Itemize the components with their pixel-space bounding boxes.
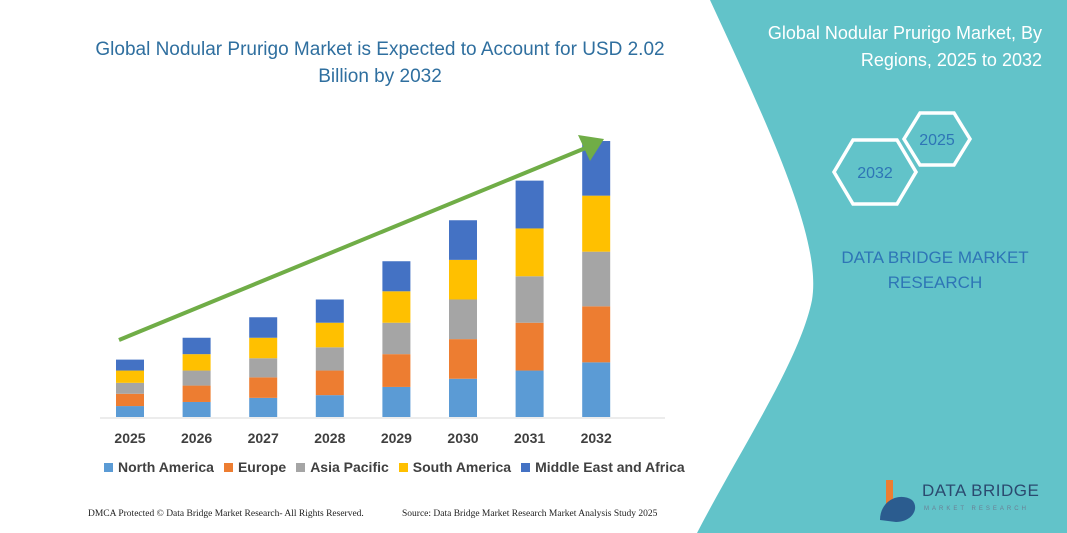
legend-item: Europe (223, 459, 287, 475)
bar-segment-2028-middle-east-and-africa (315, 299, 344, 323)
bar-segment-2032-asia-pacific (582, 251, 611, 307)
bar-segment-2031-north-america (515, 370, 544, 417)
bar-segment-2028-asia-pacific (315, 347, 344, 371)
bar-segment-2029-south-america (382, 291, 411, 323)
legend-item: South America (398, 459, 512, 475)
trend-arrow-head (578, 135, 604, 161)
bar-segment-2027-north-america (249, 397, 278, 417)
hex-start-label: 2025 (919, 132, 955, 149)
x-tick-label: 2028 (314, 430, 345, 446)
legend-swatch (521, 462, 531, 472)
legend-swatch (104, 462, 113, 472)
hex-end-label: 2032 (857, 165, 893, 182)
bar-segment-2027-south-america (249, 337, 278, 359)
bar-segment-2025-middle-east-and-africa (116, 359, 144, 371)
bar-segment-2031-middle-east-and-africa (515, 180, 544, 229)
bar-segment-2028-north-america (315, 395, 344, 417)
x-tick-label: 2026 (181, 430, 212, 446)
bar-segment-2025-south-america (116, 370, 144, 383)
bar-segment-2030-north-america (449, 378, 477, 417)
chart-title: Global Nodular Prurigo Market is Expecte… (95, 39, 665, 87)
legend-label: Asia Pacific (310, 459, 389, 475)
x-tick-label: 2032 (581, 430, 612, 446)
side-panel-title: Global Nodular Prurigo Market, By Region… (767, 23, 1042, 70)
brand-name: DATA BRIDGE MARKET RESEARCH (841, 248, 1029, 292)
bar-segment-2027-middle-east-and-africa (249, 317, 278, 338)
legend-swatch (398, 462, 408, 472)
hexagon-2032 (831, 138, 919, 206)
bar-segment-2030-europe (449, 339, 477, 379)
bar-segment-2028-europe (315, 370, 344, 396)
bar-segment-2028-south-america (315, 322, 344, 348)
bar-segment-2030-asia-pacific (449, 299, 477, 340)
legend: North America Europe Asia Pacific South … (104, 459, 685, 475)
logo-subtext: MARKET RESEARCH (924, 506, 1029, 512)
source-text: Source: Data Bridge Market Research Mark… (402, 509, 658, 519)
stacked-bar-chart: 2025 2026 2027 2028 2029 2030 2031 2032 (114, 141, 612, 446)
legend-label: Europe (237, 459, 287, 475)
bar-segment-2032-south-america (582, 195, 611, 252)
bar-segment-2030-middle-east-and-africa (449, 220, 477, 260)
x-tick-label: 2030 (447, 430, 478, 446)
legend-swatch (296, 462, 306, 472)
x-tick-label: 2031 (514, 430, 545, 446)
bar-segment-2027-europe (249, 377, 278, 398)
legend-swatch (223, 462, 233, 472)
x-tick-label: 2025 (114, 430, 145, 446)
trend-arrow (118, 145, 589, 342)
x-tick-label: 2027 (248, 430, 279, 446)
bar-segment-2026-europe (182, 385, 211, 402)
legend-label: North America (118, 459, 214, 475)
bar-segment-2031-europe (515, 322, 544, 371)
bar-segment-2029-asia-pacific (382, 322, 411, 355)
bar-segment-2032-north-america (582, 362, 611, 417)
bar-segment-2029-middle-east-and-africa (382, 261, 411, 292)
side-panel-shape (697, 0, 1067, 533)
bar-segment-2027-asia-pacific (249, 358, 278, 378)
copyright-text: DMCA Protected © Data Bridge Market Rese… (88, 509, 364, 519)
bar-segment-2025-asia-pacific (116, 382, 144, 394)
legend-item: Asia Pacific (296, 459, 389, 475)
bar-segment-2026-north-america (182, 401, 211, 417)
bar-segment-2030-south-america (449, 259, 477, 300)
bar-segment-2026-south-america (182, 354, 211, 371)
bar-segment-2032-europe (582, 306, 611, 363)
bar-segment-2026-asia-pacific (182, 370, 211, 386)
bar-segment-2025-europe (116, 393, 144, 407)
bar-segment-2029-north-america (382, 386, 411, 417)
legend-label: Middle East and Africa (535, 459, 685, 475)
bar-segment-2031-asia-pacific (515, 276, 544, 323)
bar-segment-2025-north-america (116, 406, 144, 417)
bar-segment-2026-middle-east-and-africa (182, 337, 211, 355)
legend-label: South America (412, 459, 512, 475)
legend-item: North America (104, 459, 214, 475)
logo-icon (880, 480, 916, 522)
bar-segment-2031-south-america (515, 228, 544, 277)
bar-segment-2029-europe (382, 354, 411, 387)
legend-item: Middle East and Africa (521, 459, 685, 475)
hexagon-2025 (901, 111, 973, 167)
x-tick-label: 2029 (381, 430, 412, 446)
logo-text: DATA BRIDGE (922, 481, 1040, 500)
